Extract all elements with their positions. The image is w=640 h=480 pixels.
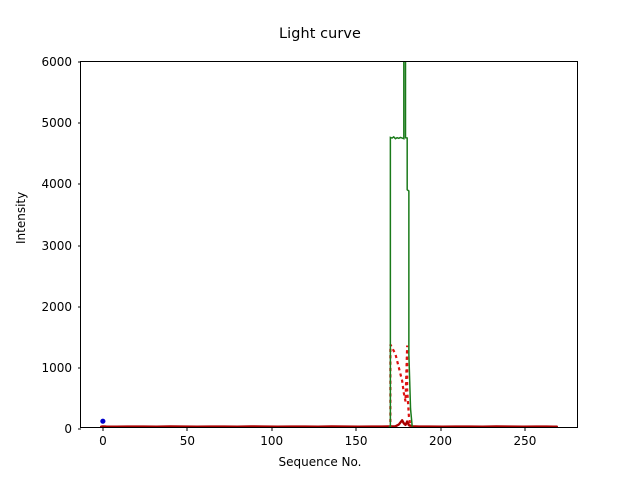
x-tick-mark-50: [186, 427, 188, 431]
series-spike-dotted-red: [388, 344, 412, 427]
baseline-line: [99, 419, 559, 427]
x-tick-label-0: 0: [99, 434, 107, 448]
y-tick-mark-3000: [77, 245, 81, 247]
x-tick-label-50: 50: [179, 434, 195, 448]
y-tick-mark-1000: [77, 367, 81, 369]
light-curve-plot: [99, 62, 559, 427]
y-tick-label-3000: 3000: [41, 238, 72, 253]
y-tick-mark-4000: [77, 183, 81, 185]
y-tick-mark-0: [77, 428, 81, 430]
series-spike-green: [388, 62, 413, 427]
dotted-red-line: [388, 344, 412, 427]
y-tick-label-4000: 4000: [41, 177, 72, 192]
x-tick-label-250: 250: [513, 434, 537, 448]
plot-axes: 6000 5000 4000 3000 2000 1000 0 0 50 100…: [41, 56, 578, 447]
y-tick-label-1000: 1000: [41, 360, 72, 375]
chart-data-layer: [81, 62, 577, 427]
page-title: Light curve: [279, 26, 361, 42]
x-tick-label-150: 150: [344, 434, 368, 448]
y-tick-label-6000: 6000: [41, 55, 72, 69]
y-tick-label-5000: 5000: [41, 116, 72, 131]
x-tick-mark-100: [271, 427, 273, 431]
series-marker-blue: [100, 418, 106, 424]
y-axis-label: Intensity: [14, 191, 28, 244]
x-tick-mark-250: [524, 427, 526, 431]
series-baseline: [99, 419, 559, 427]
blue-point-marker: [100, 418, 106, 424]
x-axis-label: Sequence No.: [278, 455, 362, 469]
y-tick-mark-2000: [77, 306, 81, 308]
y-tick-label-2000: 2000: [41, 299, 72, 314]
x-tick-label-200: 200: [429, 434, 452, 448]
green-spike-line: [388, 62, 413, 427]
x-tick-mark-150: [355, 427, 357, 431]
y-tick-mark-5000: [77, 122, 81, 124]
x-tick-mark-0: [102, 427, 104, 431]
x-tick-label-100: 100: [260, 434, 284, 448]
y-tick-label-0: 0: [64, 422, 72, 436]
x-tick-mark-200: [440, 427, 442, 431]
y-tick-mark-6000: [77, 61, 81, 63]
